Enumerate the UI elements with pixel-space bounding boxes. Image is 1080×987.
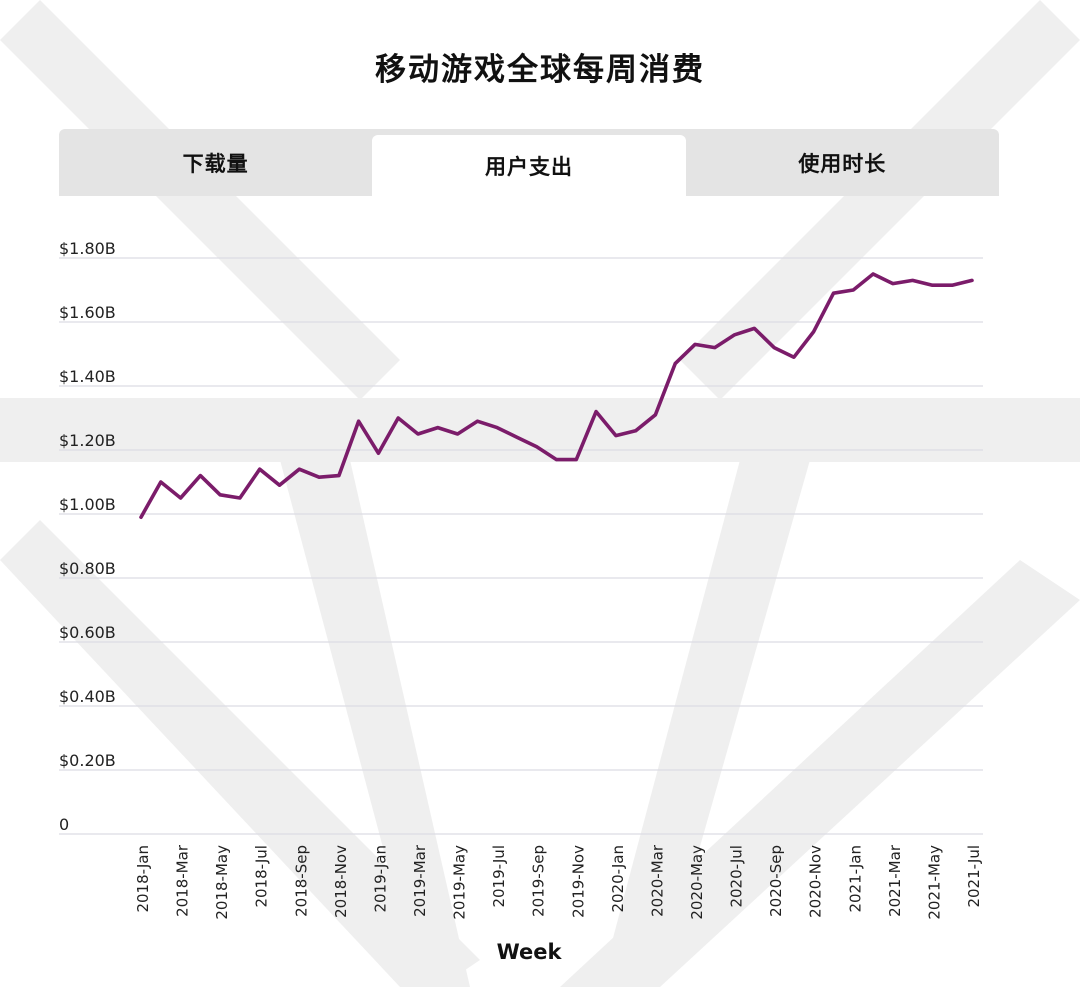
y-tick-label: $0.80B (59, 559, 116, 578)
x-tick-label: 2018-Mar (174, 844, 192, 917)
x-tick-label: 2020-May (688, 845, 706, 920)
x-tick-label: 2019-Jan (371, 845, 389, 913)
y-tick-label: $0.60B (59, 623, 116, 642)
x-tick-label: 2019-Nov (569, 845, 587, 918)
x-tick-label: 2019-May (451, 845, 469, 920)
y-tick-label: $1.40B (59, 367, 116, 386)
y-tick-label: $1.00B (59, 495, 116, 514)
x-tick-label: 2020-Sep (767, 845, 785, 917)
x-tick-label: 2019-Mar (411, 844, 429, 917)
x-tick-label: 2020-Nov (807, 845, 825, 918)
x-tick-label: 2019-Sep (530, 845, 548, 917)
x-tick-label: 2020-Jan (609, 845, 627, 913)
x-tick-label: 2018-May (213, 845, 231, 920)
page-title: 移动游戏全球每周消费 (375, 52, 705, 88)
metric-tabs: 下载量 用户支出 使用时长 (59, 129, 999, 196)
x-tick-label: 2019-Jul (490, 845, 508, 908)
x-tick-label: 2018-Jul (253, 845, 271, 908)
x-tick-label: 2018-Jan (134, 845, 152, 913)
tab-user-spend[interactable]: 用户支出 (372, 135, 686, 196)
y-tick-label: $1.20B (59, 431, 116, 450)
y-tick-label: $1.60B (59, 303, 116, 322)
x-tick-label: 2020-Jul (728, 845, 746, 908)
x-tick-label: 2020-Mar (648, 844, 666, 917)
y-tick-label: $1.80B (59, 239, 116, 258)
tab-usage-time[interactable]: 使用时长 (798, 151, 887, 176)
y-tick-label: $0.20B (59, 751, 116, 770)
x-tick-label: 2021-Jul (965, 845, 983, 908)
x-tick-label: 2021-Jan (846, 845, 864, 913)
spend-series-line (139, 272, 974, 520)
x-tick-label: 2018-Nov (332, 845, 350, 918)
tab-downloads[interactable]: 下载量 (182, 151, 249, 176)
x-axis-label: Week (497, 940, 563, 964)
x-tick-label: 2021-Mar (886, 844, 904, 917)
y-tick-label: $0.40B (59, 687, 116, 706)
y-tick-label: 0 (59, 815, 69, 834)
x-tick-label: 2018-Sep (292, 845, 310, 917)
x-tick-label: 2021-May (925, 845, 943, 920)
